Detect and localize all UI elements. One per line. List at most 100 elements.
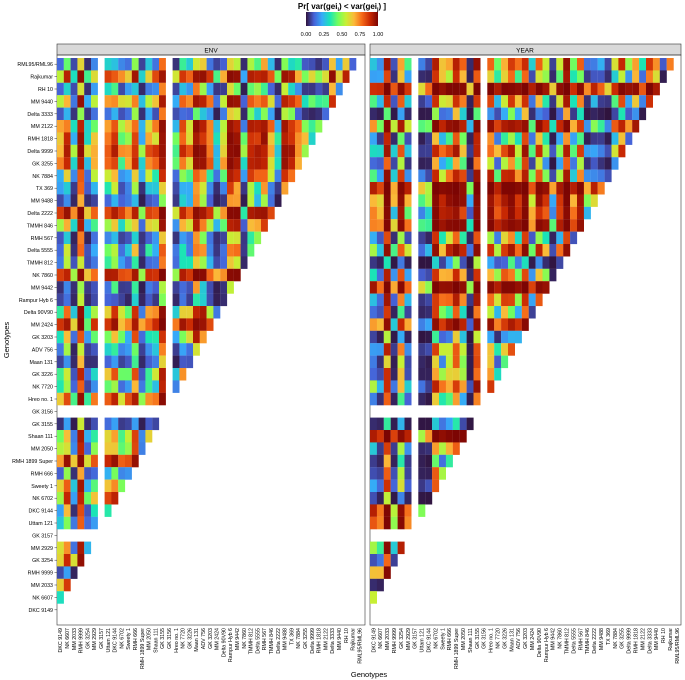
x-tick-label: RMH 1899 Super (140, 628, 146, 669)
heatmap-cell (376, 182, 384, 195)
heatmap-cell (459, 330, 467, 344)
heatmap-cell (261, 169, 268, 183)
heatmap-cell (618, 132, 626, 145)
heatmap-cell (445, 442, 453, 455)
heatmap-cell (597, 58, 605, 71)
heatmap-cell (376, 70, 384, 83)
heatmap-cell (308, 95, 316, 108)
heatmap-cell (445, 293, 453, 307)
heatmap-cell (528, 194, 536, 207)
heatmap-cell (145, 157, 153, 170)
heatmap-cell (91, 58, 98, 71)
legend-tick-label: 0.25 (319, 32, 330, 38)
heatmap-cell (104, 380, 112, 393)
heatmap-cell (611, 157, 619, 170)
heatmap-cell (501, 157, 509, 170)
heatmap-cell (77, 417, 85, 431)
heatmap-cell (556, 194, 564, 207)
heatmap-cell (186, 318, 194, 331)
heatmap-cell (549, 107, 557, 121)
heatmap-cell (487, 206, 495, 220)
heatmap-cell (459, 368, 467, 381)
heatmap-cell (125, 392, 132, 406)
x-tick-label: TX 369 (289, 628, 295, 645)
heatmap-cell (63, 268, 71, 282)
heatmap-cell (590, 157, 598, 170)
heatmap-cell (63, 144, 71, 158)
heatmap-cell (152, 132, 160, 145)
heatmap-cell (418, 268, 426, 282)
heatmap-cell (206, 82, 214, 96)
x-tick-label: Rajkumar (668, 628, 674, 651)
heatmap-cell (425, 306, 433, 319)
heatmap-cell (418, 206, 426, 220)
heatmap-cell (247, 120, 255, 133)
heatmap-cell (172, 219, 180, 232)
heatmap-cell (528, 306, 536, 319)
heatmap-cell (199, 132, 207, 145)
heatmap-cell (418, 330, 426, 344)
heatmap-cell (370, 132, 377, 145)
heatmap-cell (199, 157, 207, 170)
heatmap-cell (179, 70, 187, 83)
heatmap-cell (274, 120, 282, 133)
heatmap-cell (473, 380, 481, 393)
heatmap-cell (528, 206, 536, 220)
heatmap-cell (267, 132, 275, 145)
heatmap-cell (397, 281, 405, 294)
heatmap-cell (179, 120, 187, 133)
heatmap-cell (404, 479, 412, 493)
heatmap-cell (131, 144, 139, 158)
heatmap-cell (125, 318, 132, 331)
heatmap-cell (91, 318, 98, 331)
heatmap-cell (487, 194, 495, 207)
heatmap-cell (376, 380, 384, 393)
heatmap-cell (254, 58, 262, 71)
heatmap-cell (152, 82, 160, 96)
heatmap-cell (549, 157, 557, 170)
heatmap-cell (404, 293, 412, 307)
heatmap-cell (376, 293, 384, 307)
heatmap-cell (138, 169, 146, 183)
x-tick-label: DKC 9149 (371, 628, 377, 652)
heatmap-cell (267, 58, 275, 71)
heatmap-cell (193, 343, 200, 356)
heatmap-cell (213, 95, 221, 108)
heatmap-cell (535, 95, 543, 108)
x-tick-label: Delta 5555 (571, 628, 577, 654)
heatmap-cell (597, 169, 605, 183)
heatmap-cell (63, 293, 71, 307)
heatmap-cell (501, 144, 509, 158)
heatmap-cell (329, 58, 336, 71)
heatmap-cell (159, 231, 166, 245)
heatmap-cell (625, 95, 633, 108)
x-tick-label: DKC 9144 (113, 628, 119, 652)
heatmap-cell (77, 107, 85, 121)
heatmap-cell (77, 219, 85, 232)
heatmap-cell (138, 368, 146, 381)
heatmap-cell (233, 169, 241, 183)
heatmap-cell (439, 157, 446, 170)
heatmap-cell (199, 194, 207, 207)
heatmap-cell (172, 182, 180, 195)
x-tick-label: NK 6607 (65, 628, 71, 649)
heatmap-cell (563, 144, 571, 158)
heatmap-cell (111, 430, 119, 443)
heatmap-cell (521, 244, 529, 257)
heatmap-cell (528, 132, 536, 145)
heatmap-cell (494, 293, 502, 307)
heatmap-cell (390, 182, 398, 195)
heatmap-cell (227, 58, 234, 71)
heatmap-cell (57, 368, 64, 381)
heatmap-cell (535, 120, 543, 133)
heatmap-cell (466, 293, 474, 307)
heatmap-cell (104, 256, 112, 269)
heatmap-cell (240, 244, 248, 257)
heatmap-cell (370, 281, 377, 294)
heatmap-cell (514, 206, 522, 220)
y-tick-label: Delta 2222 (27, 211, 53, 217)
heatmap-cell (172, 256, 180, 269)
heatmap-cell (193, 144, 200, 158)
heatmap-cell (91, 244, 98, 257)
